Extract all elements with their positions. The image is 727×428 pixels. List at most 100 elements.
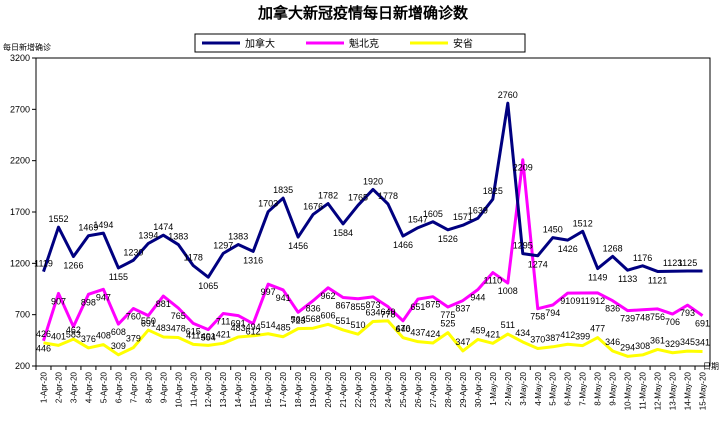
data-label-s2: 483 bbox=[231, 323, 246, 333]
data-label-s2: 550 bbox=[141, 316, 156, 326]
data-label-s0: 1268 bbox=[603, 243, 623, 253]
data-label-s1: 758 bbox=[530, 312, 545, 322]
data-label-s1: 907 bbox=[51, 296, 66, 306]
data-label-s1: 691 bbox=[695, 319, 710, 329]
data-label-s0: 1552 bbox=[48, 214, 68, 224]
data-label-s1: 1110 bbox=[483, 276, 502, 286]
data-label-s1: 756 bbox=[650, 312, 665, 322]
data-label-s1: 711 bbox=[216, 317, 230, 327]
x-tick-label: 8-Apr-20 bbox=[144, 371, 153, 403]
data-label-s2: 564 bbox=[291, 315, 306, 325]
legend: 加拿大 魁北克 安省 bbox=[194, 33, 526, 53]
data-label-s2: 483 bbox=[156, 323, 171, 333]
y-tick-label: 1200 bbox=[10, 258, 30, 268]
data-label-s2: 411 bbox=[186, 330, 200, 340]
data-label-s2: 478 bbox=[171, 323, 186, 333]
data-label-s1: 855 bbox=[351, 302, 366, 312]
y-axis-label: 每日新增确诊 bbox=[3, 42, 51, 52]
data-label-s2: 510 bbox=[351, 320, 366, 330]
data-label-s1: 947 bbox=[96, 292, 111, 302]
x-tick-label: 11-May-20 bbox=[639, 371, 648, 409]
x-tick-label: 5-May-20 bbox=[549, 371, 558, 405]
data-label-s1: 997 bbox=[261, 287, 276, 297]
data-label-s0: 1676 bbox=[303, 201, 323, 211]
x-tick-label: 13-May-20 bbox=[669, 371, 678, 410]
x-tick-label: 15-Apr-20 bbox=[249, 371, 258, 407]
data-label-s0: 1494 bbox=[93, 220, 113, 230]
data-label-s0: 1295 bbox=[513, 241, 533, 251]
data-label-s1: 912 bbox=[590, 296, 605, 306]
data-label-s1: 836 bbox=[605, 304, 620, 314]
x-tick-label: 3-Apr-20 bbox=[69, 371, 78, 403]
data-label-s2: 477 bbox=[590, 324, 605, 334]
data-label-s1: 608 bbox=[111, 327, 126, 337]
data-label-s1: 873 bbox=[365, 300, 380, 310]
legend-label-canada: 加拿大 bbox=[245, 37, 275, 50]
data-label-s0: 1778 bbox=[378, 191, 398, 201]
data-label-s1: 651 bbox=[410, 302, 425, 312]
data-label-s2: 347 bbox=[455, 337, 470, 347]
data-label-s1: 2209 bbox=[513, 163, 533, 173]
data-label-s2: 376 bbox=[81, 334, 96, 344]
data-label-s1: 794 bbox=[545, 308, 560, 318]
data-label-s2: 640 bbox=[380, 307, 395, 317]
x-tick-label: 7-Apr-20 bbox=[129, 371, 138, 403]
data-label-s0: 2760 bbox=[498, 90, 518, 100]
data-label-s1: 554 bbox=[201, 333, 216, 343]
x-tick-label: 22-Apr-20 bbox=[354, 371, 363, 407]
data-label-s2: 401 bbox=[201, 331, 216, 341]
data-label-s0: 1920 bbox=[363, 176, 383, 186]
data-label-s0: 1571 bbox=[453, 212, 473, 222]
series-lines bbox=[42, 101, 704, 358]
data-label-s2: 494 bbox=[246, 322, 261, 332]
data-label-s0: 1512 bbox=[573, 218, 593, 228]
data-label-s1: 910 bbox=[560, 296, 575, 306]
data-label-s0: 1450 bbox=[543, 225, 563, 235]
data-label-s0: 1547 bbox=[408, 215, 428, 225]
y-tick-label: 1700 bbox=[10, 207, 30, 217]
data-label-s2: 485 bbox=[276, 323, 291, 333]
data-label-s2: 514 bbox=[261, 320, 276, 330]
y-tick-label: 2700 bbox=[10, 104, 30, 114]
data-label-s0: 1149 bbox=[588, 273, 607, 283]
y-tick-label: 200 bbox=[15, 361, 30, 371]
data-label-s2: 421 bbox=[216, 329, 231, 339]
data-label-s0: 1316 bbox=[243, 255, 263, 265]
data-label-s1: 867 bbox=[336, 301, 351, 311]
data-label-s0: 1383 bbox=[168, 232, 188, 242]
x-tick-label: 14-May-20 bbox=[684, 371, 693, 410]
x-tick-label: 9-Apr-20 bbox=[159, 371, 168, 403]
x-tick-label: 30-Apr-20 bbox=[474, 371, 483, 407]
x-tick-label: 18-Apr-20 bbox=[294, 371, 303, 407]
data-label-s2: 421 bbox=[485, 329, 500, 339]
data-label-s1: 941 bbox=[276, 293, 291, 303]
data-label-s2: 606 bbox=[321, 310, 336, 320]
data-label-s2: 634 bbox=[365, 307, 380, 317]
data-label-s1: 837 bbox=[455, 304, 470, 314]
data-label-s0: 1526 bbox=[438, 234, 458, 244]
data-labels: 1119155212661469149411551230139414741383… bbox=[34, 90, 710, 354]
data-label-s2: 412 bbox=[560, 330, 575, 340]
x-tick-label: 2-May-20 bbox=[504, 371, 513, 405]
x-tick-label: 4-May-20 bbox=[534, 371, 543, 405]
data-label-s0: 1119 bbox=[34, 259, 53, 269]
x-tick-label: 9-May-20 bbox=[609, 371, 618, 405]
series-line-1 bbox=[42, 158, 704, 342]
data-label-s2: 426 bbox=[36, 329, 51, 339]
data-label-s0: 1782 bbox=[318, 191, 338, 201]
data-label-s0: 1825 bbox=[483, 186, 503, 196]
data-label-s0: 1474 bbox=[153, 222, 173, 232]
y-tick-label: 2200 bbox=[10, 156, 30, 166]
data-label-s1: 875 bbox=[425, 300, 440, 310]
data-label-s2: 341 bbox=[695, 338, 710, 348]
x-tick-label: 14-Apr-20 bbox=[234, 371, 243, 407]
data-label-s0: 1605 bbox=[423, 209, 443, 219]
x-tick-label: 25-Apr-20 bbox=[399, 371, 408, 407]
x-tick-label: 19-Apr-20 bbox=[309, 371, 318, 407]
data-label-s1: 778 bbox=[380, 310, 395, 320]
data-label-s1: 760 bbox=[126, 312, 141, 322]
data-label-s1: 583 bbox=[66, 330, 81, 340]
data-label-s2: 399 bbox=[575, 332, 590, 342]
data-label-s2: 424 bbox=[425, 329, 440, 339]
